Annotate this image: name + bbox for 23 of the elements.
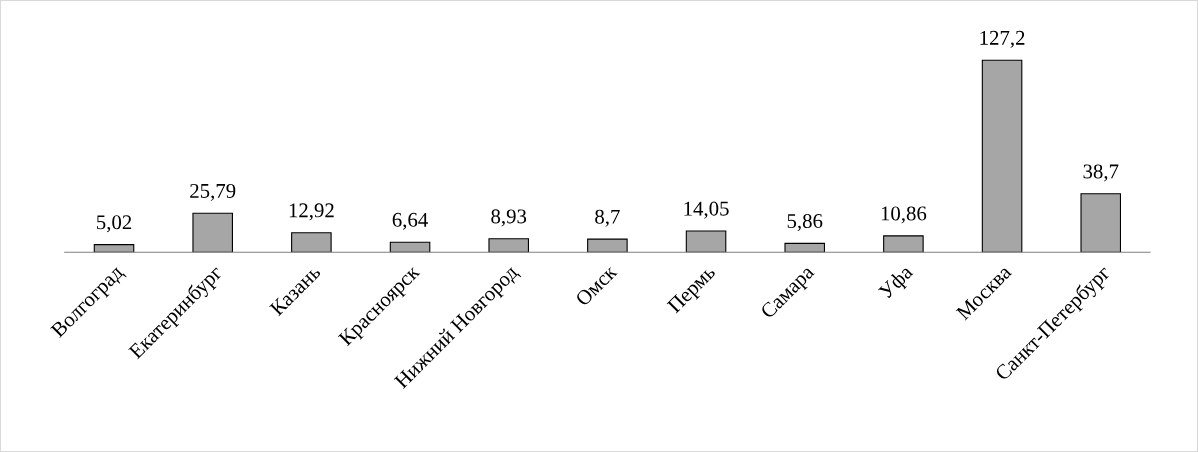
data-label: 12,92 [289,203,334,221]
data-label: 5,86 [787,213,823,232]
x-tick-label: Уфа [877,263,917,303]
data-label: 6,64 [392,212,428,230]
bar [685,230,727,253]
bar [291,232,332,253]
data-label: 127,2 [980,30,1025,48]
data-label: 8,93 [491,209,527,227]
bar [192,212,233,253]
data-label: 5,02 [97,215,132,233]
data-label: 8,7 [595,209,620,227]
bar [488,238,530,253]
bar [389,241,431,253]
data-label: 14,05 [684,201,729,219]
bar [981,59,1023,253]
bar [883,235,924,253]
bar [93,244,135,253]
bar [1080,193,1122,253]
data-label: 10,86 [881,206,927,224]
bar [784,242,826,253]
data-label: 25,79 [190,183,236,201]
data-label: 38,7 [1083,164,1119,182]
bar [587,238,628,253]
